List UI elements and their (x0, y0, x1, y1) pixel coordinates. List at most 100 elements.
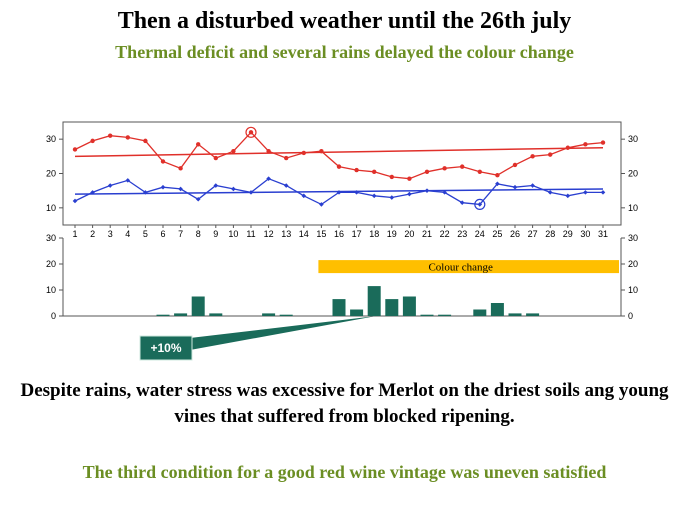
rain-bar (156, 314, 170, 316)
min-temperature-point (336, 190, 342, 195)
rain-left-tick-label: 30 (46, 233, 56, 243)
max-highlight-circle (245, 126, 257, 138)
min-temperature-point (600, 190, 606, 195)
max-temperature-point (530, 154, 535, 159)
day-tick-label: 13 (281, 229, 291, 239)
day-tick-label: 1 (72, 229, 77, 239)
min-temperature-point (266, 176, 271, 181)
rain-bar (508, 313, 522, 316)
rain-bar (262, 313, 276, 316)
temp-left-tick-label: 20 (46, 169, 56, 179)
min-highlight-circle (474, 198, 486, 210)
max-temperature-point (248, 130, 254, 135)
day-tick-label: 17 (352, 229, 362, 239)
max-temperature-point (477, 169, 482, 174)
day-tick-label: 11 (246, 229, 255, 239)
day-tick-label: 28 (545, 229, 555, 239)
min-temperature-point (583, 190, 588, 195)
slide-conclusion: The third condition for a good red wine … (82, 462, 607, 482)
min-temperature-point (547, 190, 553, 195)
max-temperature-point (512, 162, 518, 168)
day-tick-label: 19 (387, 229, 397, 239)
day-tick-label: 14 (299, 229, 309, 239)
temp-left-tick-label: 10 (46, 203, 56, 213)
rain-bar (279, 314, 293, 316)
min-temperature-point (495, 181, 500, 187)
max-temperature-point (495, 173, 500, 178)
colour-change-label: Colour change (428, 262, 493, 274)
min-temperature-point (72, 198, 78, 204)
min-temperature-point (231, 186, 236, 192)
min-temperature-point (477, 202, 483, 207)
min-temperature-point (107, 183, 113, 188)
day-tick-label: 18 (369, 229, 379, 239)
rain-bar (350, 309, 364, 316)
max-temperature-point (301, 150, 306, 156)
slide-subtitle: Thermal deficit and several rains delaye… (115, 42, 574, 62)
temp-right-tick-label: 20 (628, 169, 638, 179)
min-temperature-point (125, 178, 131, 183)
max-temperature-point (231, 148, 236, 154)
max-temperature-point (284, 155, 289, 161)
min-temperature-point (424, 188, 430, 193)
max-temperature-point (213, 155, 218, 161)
max-temperature-point (548, 152, 553, 157)
rain-bar (191, 296, 205, 316)
min-temperature-point (213, 183, 219, 188)
max-temperature-point (90, 138, 95, 144)
day-tick-label: 2 (90, 229, 95, 239)
min-temperature-point (195, 196, 201, 202)
max-temperature-point (565, 145, 570, 150)
max-temperature-point (424, 169, 430, 174)
day-tick-label: 16 (334, 229, 344, 239)
min-temperature-point (389, 195, 395, 200)
rain-right-tick-label: 20 (628, 259, 638, 269)
day-tick-label: 25 (492, 229, 502, 239)
rain-bar (367, 286, 381, 316)
max-temperature-point (336, 164, 342, 169)
rain-left-tick-label: 10 (46, 285, 56, 295)
temperature-plot-frame (62, 121, 622, 226)
day-tick-label: 31 (598, 229, 608, 239)
max-temperature-point (354, 167, 359, 173)
max-temperature-point (178, 166, 183, 171)
day-tick-label: 27 (528, 229, 538, 239)
slide-body-text: Despite rains, water stress was excessiv… (20, 380, 669, 427)
rain-bar (385, 299, 399, 316)
rain-bar (402, 296, 416, 316)
day-tick-label: 22 (440, 229, 450, 239)
max-temperature-point (143, 138, 148, 144)
rain-right-tick-label: 10 (628, 285, 638, 295)
temp-right-tick-label: 10 (628, 203, 638, 213)
max-temperature-point (389, 174, 394, 180)
min-temperature-point (442, 190, 447, 195)
min-temperature-point (143, 190, 148, 195)
rain-bar (473, 309, 487, 316)
min-temperature-point (319, 202, 324, 207)
min-temperature-point (354, 190, 359, 195)
day-tick-label: 9 (213, 229, 218, 239)
rain-bar (332, 299, 346, 316)
day-tick-label: 23 (457, 229, 467, 239)
min-temperature-point (459, 200, 465, 205)
max-temperature-point (407, 176, 412, 181)
max-temperature-point (372, 169, 377, 174)
max-temperature-point (108, 133, 113, 138)
day-tick-label: 30 (580, 229, 590, 239)
min-temperature-point (301, 193, 307, 199)
day-tick-label: 20 (404, 229, 414, 239)
max-temperature-point (600, 140, 606, 145)
min-temperature-point (283, 183, 289, 188)
rain-bar (438, 314, 452, 316)
day-tick-label: 12 (264, 229, 274, 239)
min-temperature-point (248, 190, 254, 195)
colour-change-band (318, 260, 619, 274)
rain-bar (526, 313, 540, 316)
rain-right-tick-label: 30 (628, 233, 638, 243)
min-temperature-point (160, 184, 166, 190)
rain-left-tick-label: 20 (46, 259, 56, 269)
rain-bar (490, 303, 504, 316)
max-temperature-point (196, 142, 201, 147)
min-temperature-point (512, 184, 518, 190)
callout-pointer (190, 316, 377, 350)
